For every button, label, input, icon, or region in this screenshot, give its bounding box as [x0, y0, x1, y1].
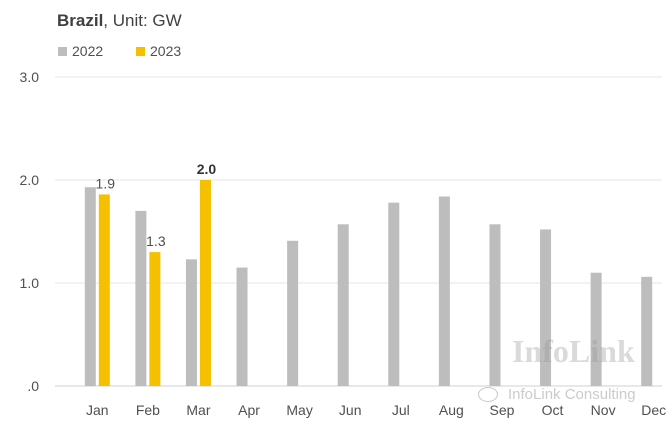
bar-2023-jan	[98, 194, 110, 386]
legend-item-2022: 2022	[58, 43, 103, 59]
x-tick-label: Jun	[339, 402, 362, 418]
x-tick-label: Aug	[439, 402, 464, 418]
bar-2022-mar	[185, 259, 197, 386]
bar-2022-jan	[84, 187, 96, 386]
y-tick-label: 2.0	[20, 172, 40, 188]
bar-2022-may	[287, 240, 299, 386]
chart-title: Brazil, Unit: GW	[57, 11, 182, 31]
watermark-caption: InfoLink Consulting	[478, 386, 636, 403]
bar-2022-jul	[388, 202, 400, 386]
bar-2022-aug	[438, 196, 450, 386]
bar-2022-sep	[489, 224, 501, 386]
legend-item-2023: 2023	[136, 43, 181, 59]
bar-2022-apr	[236, 267, 248, 386]
y-tick-label: 1.0	[20, 275, 40, 291]
data-label: 2.0	[197, 161, 217, 177]
data-label: 1.9	[96, 175, 116, 191]
bar-2022-dec	[641, 276, 653, 386]
watermark-caption-text: InfoLink Consulting	[508, 386, 636, 403]
data-label: 1.3	[146, 233, 166, 249]
x-tick-label: Mar	[186, 402, 210, 418]
y-tick-label: .0	[27, 378, 39, 394]
bar-2023-feb	[149, 252, 161, 386]
chart-title-unit: , Unit: GW	[103, 11, 182, 30]
x-tick-label: Jul	[392, 402, 410, 418]
x-tick-label: May	[286, 402, 312, 418]
x-tick-label: Nov	[591, 402, 616, 418]
bar-2023-mar	[199, 180, 211, 386]
x-tick-label: Sep	[489, 402, 514, 418]
x-tick-label: Oct	[542, 402, 564, 418]
bar-2022-feb	[135, 210, 147, 386]
chart-title-region: Brazil	[57, 11, 104, 30]
y-tick-label: 3.0	[20, 69, 40, 85]
bar-2022-oct	[540, 229, 552, 386]
watermark-logo: InfoLink	[512, 333, 635, 369]
legend-swatch-2023	[136, 46, 145, 56]
legend-label-2022: 2022	[72, 43, 104, 59]
legend-label-2023: 2023	[150, 43, 182, 59]
x-tick-label: Apr	[238, 402, 260, 418]
x-tick-label: Dec	[641, 402, 666, 418]
bar-2022-jun	[337, 224, 349, 386]
bar-2022-nov	[590, 272, 602, 386]
legend-swatch-2022	[58, 46, 67, 56]
x-tick-label: Jan	[86, 402, 109, 418]
x-tick-label: Feb	[136, 402, 160, 418]
wechat-icon	[478, 387, 498, 402]
